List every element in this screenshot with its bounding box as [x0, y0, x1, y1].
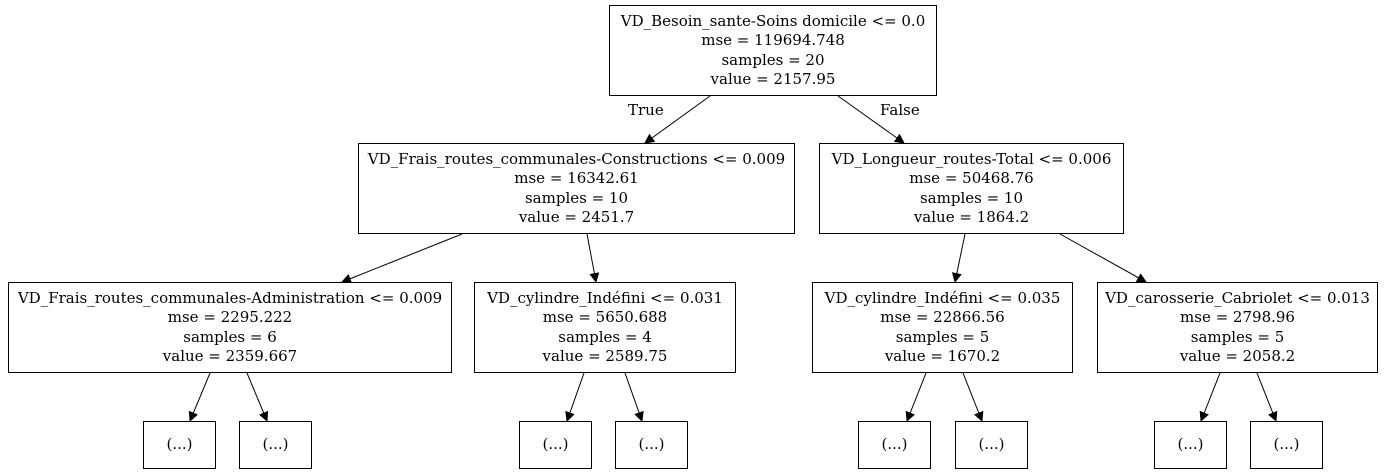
node-samples: samples = 5	[895, 327, 990, 346]
node-condition: VD_Besoin_sante-Soins domicile <= 0.0	[620, 11, 926, 30]
tree-edge-arrow	[586, 233, 600, 283]
tree-node-right: VD_Longueur_routes-Total <= 0.006 mse = …	[819, 143, 1124, 234]
node-mse: mse = 16342.61	[514, 169, 639, 187]
node-samples: samples = 4	[558, 327, 652, 346]
truncated-node: (...)	[519, 421, 592, 469]
tree-edge-arrow	[951, 233, 966, 283]
truncated-label: (...)	[542, 435, 569, 454]
node-samples: samples = 10	[524, 188, 629, 207]
node-value: value = 2359.667	[162, 347, 298, 365]
node-condition: VD_Frais_routes_communales-Administratio…	[17, 288, 443, 307]
truncated-label: (...)	[638, 435, 665, 454]
node-condition: VD_cylindre_Indéfini <= 0.035	[824, 288, 1061, 307]
truncated-label: (...)	[262, 435, 289, 454]
tree-node-right-left: VD_cylindre_Indéfini <= 0.035 mse = 2286…	[812, 282, 1073, 373]
truncated-node: (...)	[858, 421, 931, 469]
truncated-node: (...)	[1250, 421, 1323, 469]
node-mse: mse = 2798.96	[1180, 308, 1295, 326]
node-condition: VD_Longueur_routes-Total <= 0.006	[831, 149, 1112, 168]
truncated-label: (...)	[166, 435, 193, 454]
node-condition: VD_cylindre_Indéfini <= 0.031	[487, 288, 723, 307]
tree-edge-arrow	[1199, 372, 1221, 422]
node-samples: samples = 10	[919, 188, 1024, 207]
node-value: value = 2589.75	[542, 347, 668, 365]
tree-node-left-right: VD_cylindre_Indéfini <= 0.031 mse = 5650…	[474, 282, 736, 373]
truncated-label: (...)	[978, 435, 1005, 454]
tree-node-right-right: VD_carosserie_Cabriolet <= 0.013 mse = 2…	[1097, 282, 1378, 373]
tree-node-left-left: VD_Frais_routes_communales-Administratio…	[8, 282, 452, 373]
node-samples: samples = 20	[721, 50, 825, 69]
node-value: value = 2157.95	[710, 70, 836, 88]
node-value: value = 1670.2	[884, 347, 1001, 365]
node-mse: mse = 5650.688	[542, 308, 668, 326]
truncated-label: (...)	[1177, 435, 1204, 454]
edge-label-false: False	[880, 101, 920, 119]
node-samples: samples = 6	[183, 327, 277, 346]
tree-edge-arrow	[624, 372, 644, 422]
tree-edge-arrow	[188, 372, 211, 422]
node-condition: VD_carosserie_Cabriolet <= 0.013	[1105, 288, 1370, 307]
truncated-label: (...)	[881, 435, 908, 454]
truncated-label: (...)	[1273, 435, 1300, 454]
tree-edge-arrow	[1256, 372, 1278, 422]
node-condition: VD_Frais_routes_communales-Constructions…	[367, 149, 786, 168]
tree-edge-arrow	[962, 372, 984, 422]
truncated-node: (...)	[239, 421, 312, 469]
truncated-node: (...)	[1154, 421, 1227, 469]
tree-edge-arrow	[565, 372, 585, 422]
tree-edge-arrow	[1059, 233, 1147, 283]
node-value: value = 2058.2	[1179, 347, 1296, 365]
tree-edge-arrow	[905, 372, 927, 422]
node-mse: mse = 22866.56	[880, 308, 1005, 326]
node-mse: mse = 2295.222	[167, 308, 293, 326]
edge-label-true: True	[628, 101, 664, 119]
node-value: value = 1864.2	[913, 208, 1030, 226]
tree-edge-arrow	[246, 372, 269, 422]
tree-edge-arrow	[341, 233, 463, 284]
tree-edge-arrow	[644, 95, 711, 144]
truncated-node: (...)	[955, 421, 1028, 469]
truncated-node: (...)	[615, 421, 688, 469]
tree-node-left: VD_Frais_routes_communales-Constructions…	[358, 143, 795, 234]
tree-node-root: VD_Besoin_sante-Soins domicile <= 0.0 ms…	[609, 5, 937, 96]
node-mse: mse = 50468.76	[909, 169, 1034, 187]
node-mse: mse = 119694.748	[701, 31, 845, 49]
node-value: value = 2451.7	[518, 208, 635, 226]
tree-edge-arrow	[837, 95, 905, 144]
truncated-node: (...)	[143, 421, 216, 469]
node-samples: samples = 5	[1190, 327, 1285, 346]
